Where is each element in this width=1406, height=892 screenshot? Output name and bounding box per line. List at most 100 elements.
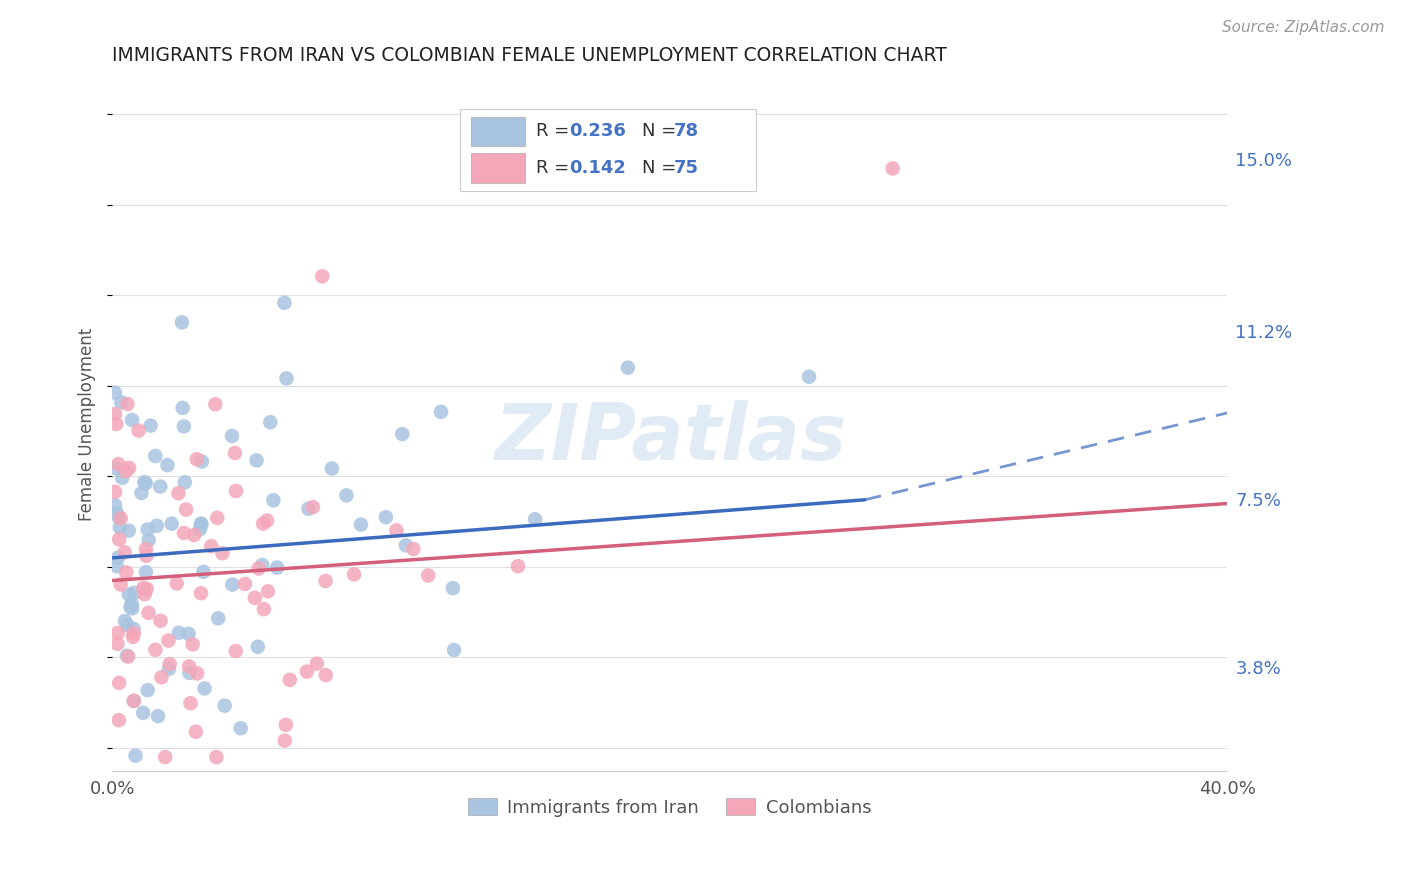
Point (441, 581, 464, 595)
Point (121, 601, 143, 615)
Text: 75: 75 (673, 159, 699, 177)
Point (135, 565, 157, 579)
Point (107, 457, 129, 471)
Point (138, 606, 160, 620)
Point (107, 626, 129, 640)
Point (262, 493, 284, 508)
Point (252, 516, 274, 531)
Point (221, 577, 243, 591)
Point (252, 558, 274, 572)
Point (143, 449, 166, 463)
Point (107, 550, 129, 565)
Text: R =: R = (536, 122, 575, 140)
Point (321, 461, 343, 475)
Point (273, 295, 295, 310)
Point (193, 681, 215, 696)
Point (115, 566, 138, 580)
Point (107, 510, 129, 524)
Text: 78: 78 (673, 122, 699, 140)
Text: IMMIGRANTS FROM IRAN VS COLOMBIAN FEMALE UNEMPLOYMENT CORRELATION CHART: IMMIGRANTS FROM IRAN VS COLOMBIAN FEMALE… (112, 46, 948, 65)
Point (205, 750, 228, 764)
Point (229, 721, 252, 735)
Point (315, 574, 337, 588)
Point (108, 533, 131, 547)
Point (115, 617, 138, 632)
Point (166, 576, 188, 591)
Point (156, 458, 179, 472)
Point (105, 559, 128, 574)
Point (118, 524, 141, 538)
Point (190, 517, 212, 532)
Point (136, 523, 159, 537)
Point (122, 694, 145, 708)
Point (108, 676, 131, 690)
Point (391, 427, 413, 442)
Point (315, 668, 337, 682)
Point (132, 581, 155, 595)
Point (120, 599, 142, 614)
Point (343, 567, 366, 582)
Point (135, 582, 157, 596)
Text: ZIPatlas: ZIPatlas (494, 401, 846, 476)
Point (418, 568, 440, 582)
Text: N =: N = (641, 159, 682, 177)
Point (190, 516, 212, 531)
Point (224, 446, 246, 460)
Point (121, 413, 143, 427)
Point (146, 709, 169, 723)
Point (257, 584, 280, 599)
Y-axis label: Female Unemployment: Female Unemployment (79, 327, 96, 521)
Point (122, 622, 145, 636)
Point (118, 461, 141, 475)
Point (105, 637, 128, 651)
Point (105, 506, 128, 520)
FancyBboxPatch shape (471, 153, 524, 183)
Point (225, 483, 247, 498)
Point (186, 666, 208, 681)
Point (797, 369, 820, 384)
Point (617, 360, 640, 375)
Point (311, 269, 333, 284)
Point (385, 524, 408, 538)
Point (150, 670, 173, 684)
Point (179, 665, 201, 680)
Point (135, 549, 157, 563)
Point (305, 657, 328, 671)
Point (160, 516, 183, 531)
Point (278, 673, 301, 687)
Point (207, 611, 229, 625)
Point (256, 514, 278, 528)
Point (221, 429, 243, 443)
Point (134, 475, 156, 489)
Point (177, 627, 200, 641)
Point (207, 510, 229, 524)
Point (145, 518, 167, 533)
Point (157, 633, 180, 648)
Point (110, 577, 132, 591)
Point (295, 665, 318, 679)
Point (402, 542, 425, 557)
Point (135, 542, 157, 557)
Point (139, 418, 162, 433)
Point (118, 588, 141, 602)
Point (190, 586, 212, 600)
Text: N =: N = (641, 122, 682, 140)
Point (253, 602, 276, 616)
Point (259, 415, 281, 429)
Point (233, 577, 256, 591)
Point (193, 565, 215, 579)
Point (108, 713, 131, 727)
Point (174, 502, 197, 516)
Point (114, 545, 136, 559)
Point (108, 520, 131, 534)
Point (117, 649, 139, 664)
Point (246, 640, 269, 654)
Point (110, 395, 132, 409)
Point (104, 484, 127, 499)
Point (105, 417, 128, 431)
Point (506, 559, 529, 574)
Point (145, 642, 167, 657)
FancyBboxPatch shape (471, 117, 524, 145)
Point (335, 488, 357, 502)
Point (276, 371, 298, 385)
